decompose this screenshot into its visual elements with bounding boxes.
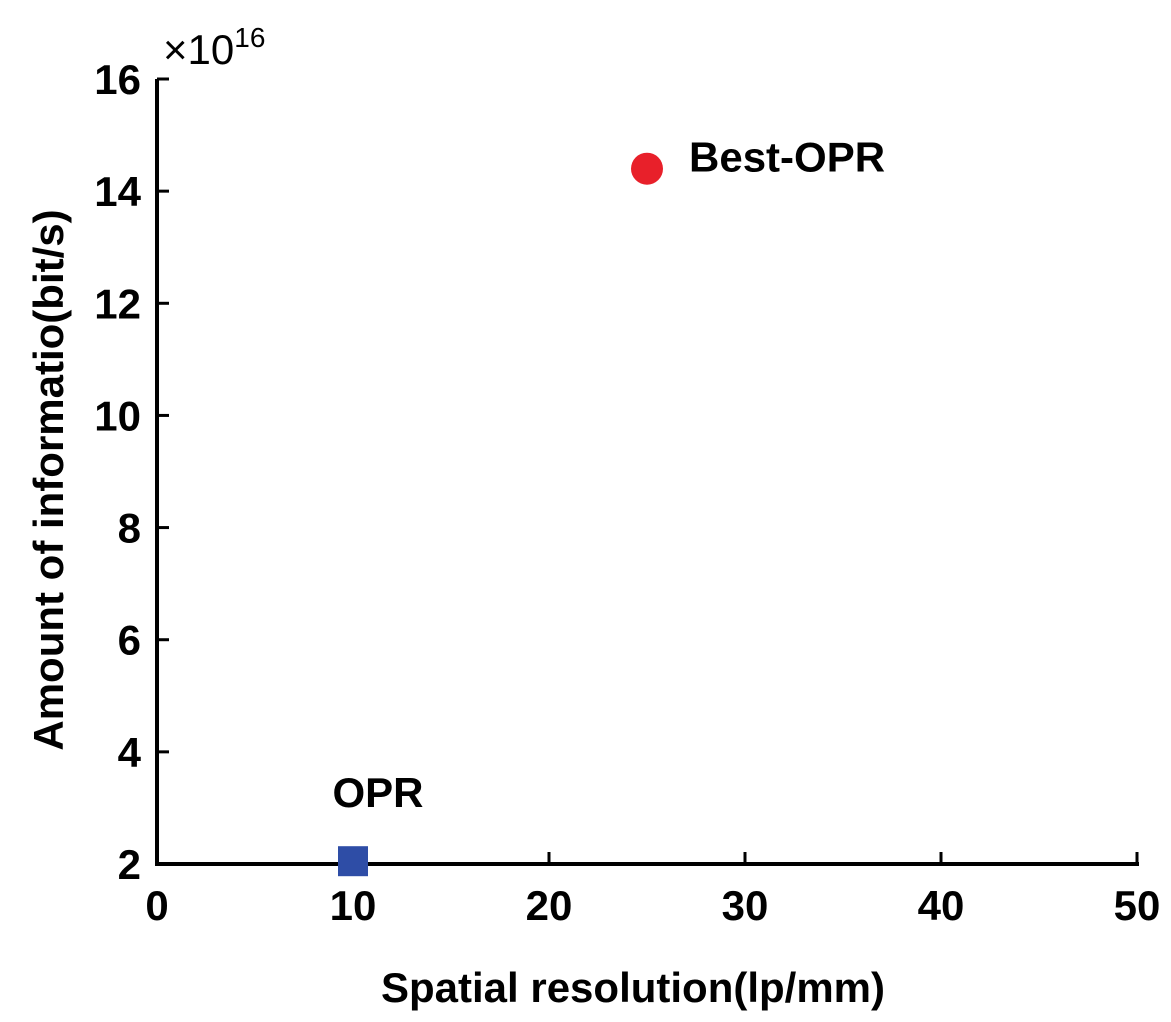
point-labels: OPR Best-OPR xyxy=(332,134,885,816)
y-axis-title: Amount of informatio(bit/s) xyxy=(25,209,72,750)
ticks: 0 10 20 30 40 50 2 4 6 8 10 12 14 16 xyxy=(94,56,1160,929)
data-point-square xyxy=(338,846,368,877)
y-tick-label: 4 xyxy=(118,729,142,776)
x-axis-title: Spatial resolution(lp/mm) xyxy=(381,964,885,1011)
data-points xyxy=(338,152,663,877)
axes xyxy=(155,79,1139,866)
data-point-circle xyxy=(631,152,663,185)
y-tick-label: 2 xyxy=(118,841,141,888)
y-tick-label: 6 xyxy=(118,617,141,664)
x-tick-label: 50 xyxy=(1114,882,1161,929)
y-tick-label: 16 xyxy=(94,56,141,103)
data-point-label: Best-OPR xyxy=(689,134,885,181)
x-tick-label: 10 xyxy=(330,882,377,929)
x-tick-label: 20 xyxy=(526,882,573,929)
y-tick-label: 14 xyxy=(94,168,141,215)
y-scale-multiplier: ×1016 xyxy=(163,22,265,73)
x-tick-label: 30 xyxy=(722,882,769,929)
y-tick-label: 10 xyxy=(94,392,141,439)
x-tick-label: 0 xyxy=(145,882,168,929)
data-point-label: OPR xyxy=(332,769,423,816)
x-tick-label: 40 xyxy=(918,882,965,929)
y-tick-label: 8 xyxy=(118,505,141,552)
y-tick-label: 12 xyxy=(94,280,141,327)
